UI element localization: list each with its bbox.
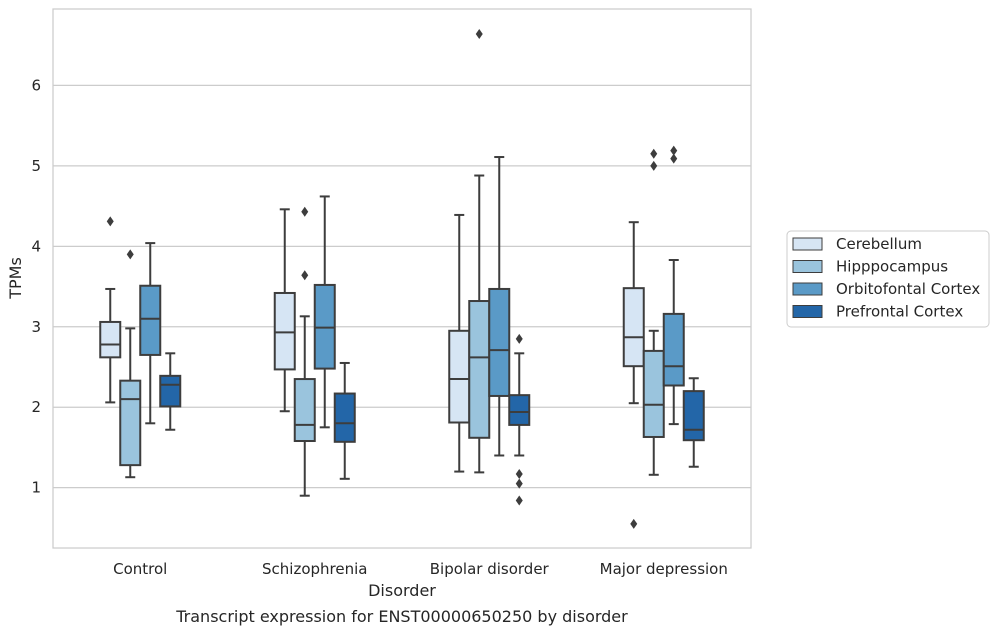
outlier-point <box>650 160 658 171</box>
legend-label: Orbitofontal Cortex <box>836 280 980 298</box>
box-body <box>488 287 511 397</box>
legend-swatch <box>792 305 823 318</box>
box-body <box>642 349 665 438</box>
outlier-point <box>670 153 678 164</box>
box-body <box>139 284 162 356</box>
y-tick-label: 4 <box>31 237 41 255</box>
outlier-point <box>515 333 523 344</box>
x-tick-label: Bipolar disorder <box>430 560 550 578</box>
x-tick-labels: Control Schizophrenia Bipolar disorder Majo… <box>113 560 728 578</box>
y-tick-label: 3 <box>31 318 41 336</box>
box-series <box>99 28 705 529</box>
series-orbitofontal-cortex <box>139 145 685 457</box>
x-tick-label: Control <box>113 560 167 578</box>
box-body <box>682 390 705 442</box>
legend-frame <box>786 230 990 328</box>
legend-label: Cerebellum <box>836 235 922 253</box>
y-tick-label: 2 <box>31 398 41 416</box>
y-tick-label: 1 <box>31 479 41 497</box>
plot-area-background <box>53 9 751 548</box>
box-body <box>622 287 645 368</box>
box-body <box>99 320 122 359</box>
box-body <box>273 291 296 371</box>
series-prefrontal-cortex <box>159 333 705 506</box>
figure-caption: Transcript expression for ENST0000065025… <box>175 607 628 626</box>
legend-label: Prefrontal Cortex <box>836 303 963 321</box>
box-body <box>468 300 491 439</box>
box-body <box>333 392 356 443</box>
outlier-point <box>670 145 678 156</box>
y-axis-label: TPMs <box>6 257 25 300</box>
outlier-point <box>475 28 483 39</box>
x-tick-label: Major depression <box>600 560 728 578</box>
x-tick-label: Schizophrenia <box>262 560 367 578</box>
box-body <box>662 312 685 387</box>
y-tick-label: 5 <box>31 157 41 175</box>
outlier-point <box>301 206 309 217</box>
box-body <box>159 374 182 408</box>
box-body <box>293 378 316 443</box>
outlier-point <box>630 518 638 529</box>
y-tick-label: 6 <box>31 76 41 94</box>
outlier-point <box>126 249 134 260</box>
outlier-point <box>515 495 523 506</box>
box-body <box>508 394 531 426</box>
series-cerebellum <box>99 208 645 529</box>
outlier-point <box>650 148 658 159</box>
box-body <box>119 379 142 467</box>
outlier-point <box>106 216 114 227</box>
y-tick-labels: 1 2 3 4 5 6 <box>31 76 41 496</box>
legend-swatch <box>792 260 823 273</box>
legend: Cerebellum Hipppocampus Orbitofontal Corte… <box>786 230 990 328</box>
x-axis-label: Disorder <box>368 581 436 600</box>
legend-swatch <box>792 237 823 251</box>
outlier-point <box>515 478 523 489</box>
legend-label: Hipppocampus <box>836 258 948 276</box>
outlier-point <box>301 270 309 281</box>
plot-frame <box>52 8 752 549</box>
outlier-point <box>515 468 523 479</box>
series-hipppocampus <box>119 28 665 497</box>
box-body <box>448 329 471 424</box>
legend-swatch <box>792 282 823 296</box>
